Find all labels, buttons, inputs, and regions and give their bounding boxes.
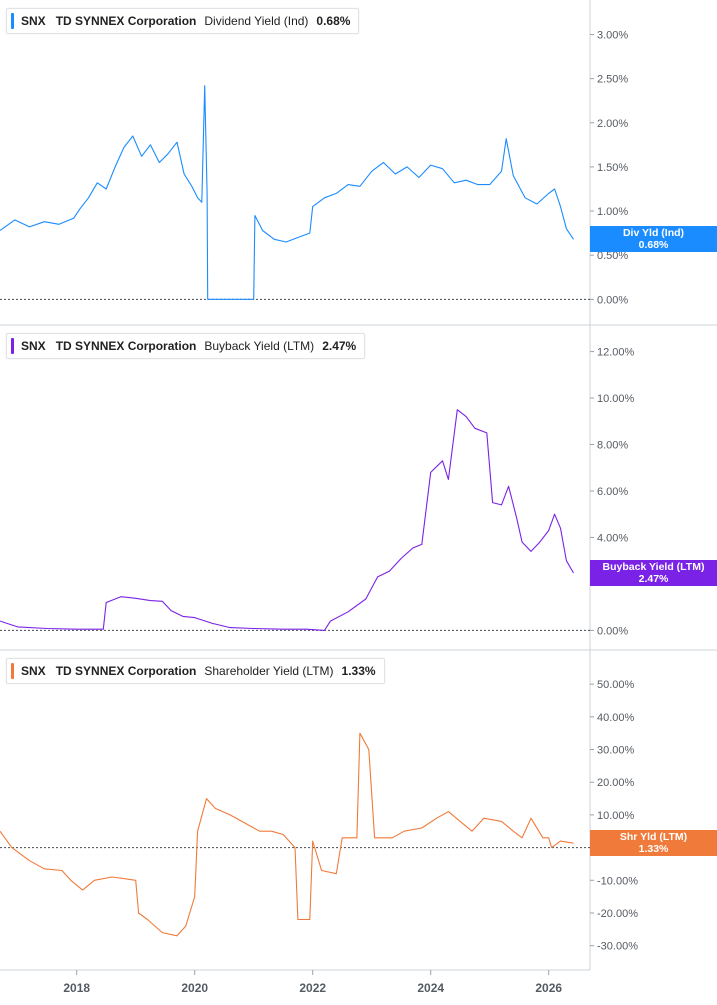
legend-company: TD SYNNEX Corporation: [55, 339, 197, 353]
y-tick-label: 40.00%: [597, 712, 635, 724]
series-color-swatch: [11, 13, 14, 29]
series-color-swatch: [11, 338, 14, 354]
badge-value: 2.47%: [638, 572, 669, 585]
series-line: [0, 85, 574, 300]
y-tick-label: -10.00%: [597, 875, 638, 887]
legend-ticker: SNX: [21, 14, 46, 28]
badge-value: 1.33%: [638, 843, 669, 856]
x-tick-label: 2020: [181, 981, 208, 995]
legend-metric: Dividend Yield (Ind): [204, 14, 309, 28]
legend-shareholder-yield: SNX TD SYNNEX Corporation Shareholder Yi…: [6, 658, 385, 684]
legend-ticker: SNX: [21, 664, 46, 678]
y-tick-label: 30.00%: [597, 745, 635, 757]
last-value-badge-dividend: Div Yld (Ind) 0.68%: [590, 226, 717, 253]
series-line: [0, 409, 574, 631]
y-tick-label: 50.00%: [597, 679, 635, 691]
y-tick-label: 8.00%: [597, 440, 628, 452]
badge-value: 0.68%: [638, 239, 669, 252]
y-tick-label: 2.50%: [597, 74, 628, 86]
y-tick-label: 3.00%: [597, 29, 628, 41]
series-color-swatch: [11, 663, 14, 679]
last-value-badge-shareholder: Shr Yld (LTM) 1.33%: [590, 830, 717, 857]
series-line: [0, 732, 574, 937]
y-tick-label: 10.00%: [597, 393, 635, 405]
badge-label: Buyback Yield (LTM): [602, 560, 705, 573]
legend-metric: Shareholder Yield (LTM): [204, 664, 334, 678]
x-tick-label: 2024: [417, 981, 444, 995]
x-tick-label: 2026: [535, 981, 562, 995]
x-tick-label: 2022: [299, 981, 326, 995]
badge-label: Div Yld (Ind): [622, 227, 685, 240]
badge-label: Shr Yld (LTM): [619, 831, 688, 844]
legend-company: TD SYNNEX Corporation: [55, 664, 197, 678]
legend-value: 0.68%: [316, 14, 351, 28]
y-tick-label: -20.00%: [597, 908, 638, 920]
y-tick-label: 4.00%: [597, 532, 628, 544]
y-tick-label: 0.00%: [597, 294, 628, 306]
legend-company: TD SYNNEX Corporation: [55, 14, 197, 28]
legend-value: 2.47%: [322, 339, 357, 353]
y-tick-label: 6.00%: [597, 486, 628, 498]
legend-dividend-yield: SNX TD SYNNEX Corporation Dividend Yield…: [6, 8, 360, 34]
legend-ticker: SNX: [21, 339, 46, 353]
legend-buyback-yield: SNX TD SYNNEX Corporation Buyback Yield …: [6, 333, 366, 359]
legend-metric: Buyback Yield (LTM): [204, 339, 315, 353]
x-tick-label: 2018: [63, 981, 90, 995]
y-tick-label: 1.50%: [597, 162, 628, 174]
y-tick-label: -30.00%: [597, 941, 638, 953]
y-tick-label: 0.00%: [597, 625, 628, 637]
y-tick-label: 1.00%: [597, 206, 628, 218]
y-tick-label: 0.50%: [597, 250, 628, 262]
legend-value: 1.33%: [341, 664, 376, 678]
y-tick-label: 10.00%: [597, 810, 635, 822]
last-value-badge-buyback: Buyback Yield (LTM) 2.47%: [590, 559, 717, 586]
y-tick-label: 20.00%: [597, 777, 635, 789]
y-tick-label: 12.00%: [597, 347, 635, 359]
y-tick-label: 2.00%: [597, 118, 628, 130]
